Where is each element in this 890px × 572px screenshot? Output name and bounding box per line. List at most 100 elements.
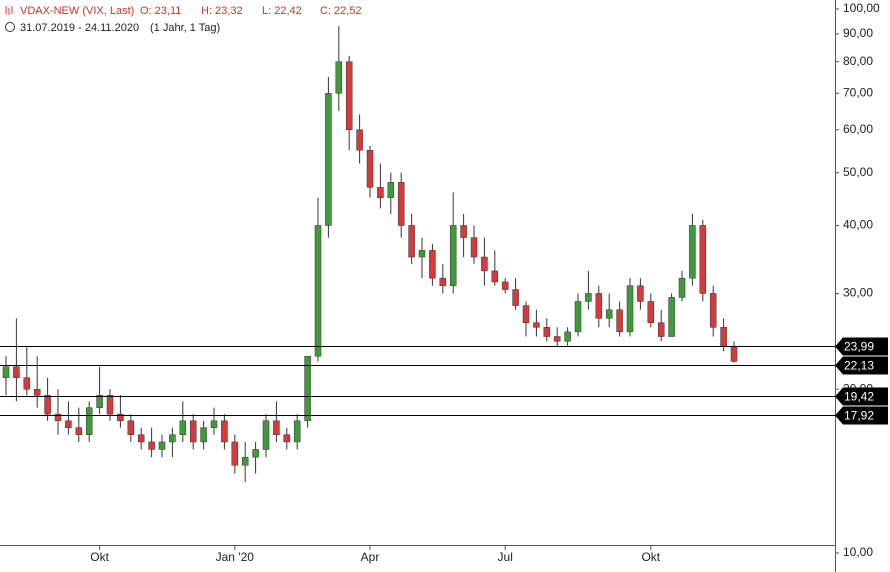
- period: (1 Jahr, 1 Tag): [150, 22, 220, 34]
- candle-body: [117, 413, 124, 422]
- candle-body: [553, 336, 561, 342]
- candle-body: [314, 225, 322, 357]
- candle-body: [44, 394, 51, 415]
- candle-body: [595, 293, 603, 319]
- candle-body: [720, 327, 727, 347]
- candle-body: [137, 434, 145, 443]
- candle-body: [491, 270, 499, 283]
- y-tick-label: 90,00: [843, 26, 873, 40]
- price-marker-label: 17,92: [844, 409, 874, 423]
- candle-body: [543, 327, 551, 337]
- y-tick-label: 40,00: [843, 218, 873, 232]
- candle-body: [148, 441, 155, 450]
- candle-body: [23, 377, 31, 390]
- candle-body: [699, 225, 707, 294]
- candle-body: [626, 285, 634, 333]
- candle-body: [179, 420, 187, 435]
- y-tick-label: 30,00: [843, 286, 873, 300]
- candle-body: [533, 322, 540, 328]
- candle-body: [96, 394, 103, 408]
- candle-body: [637, 285, 644, 302]
- candle-body: [200, 427, 207, 443]
- candle-body: [127, 420, 135, 435]
- candle-body: [65, 420, 72, 428]
- price-marker: [835, 356, 888, 375]
- candle-body: [13, 366, 20, 378]
- y-tick-label: 100,00: [843, 1, 880, 15]
- ohlc-high: H: 23,32: [201, 5, 243, 17]
- candle-body: [387, 182, 395, 198]
- ohlc-open: O: 23,11: [140, 5, 181, 17]
- candle-body: [449, 225, 457, 286]
- y-tick-label: 80,00: [843, 54, 873, 68]
- clock-icon: [5, 22, 15, 32]
- candle-body: [189, 420, 197, 443]
- candle-body: [106, 394, 114, 415]
- candle-body: [262, 420, 270, 450]
- candle-body: [221, 420, 228, 443]
- candle-body: [501, 281, 509, 290]
- candle-body: [283, 434, 291, 443]
- candle-body: [293, 420, 301, 443]
- candle-body: [397, 182, 405, 226]
- candle-body: [657, 322, 665, 337]
- candle-body: [460, 225, 467, 238]
- ohlc-low: L: 22,42: [262, 5, 302, 17]
- price-marker: [835, 387, 888, 406]
- candle-body: [210, 420, 218, 428]
- price-marker-label: 19,42: [844, 390, 874, 404]
- candle-body: [241, 456, 249, 466]
- candle-body: [75, 427, 83, 435]
- x-tick-label: Okt: [641, 550, 660, 564]
- candle-body: [345, 61, 353, 130]
- candle-body: [418, 250, 426, 258]
- candle-body: [158, 441, 166, 450]
- candle-body: [377, 187, 384, 198]
- candle-body: [273, 420, 280, 435]
- candle-body: [647, 301, 655, 324]
- candle-body: [231, 441, 239, 466]
- y-tick-label: 60,00: [843, 122, 873, 136]
- candle-body: [439, 277, 447, 286]
- candle-body: [408, 225, 415, 258]
- candle-body: [169, 434, 176, 443]
- candle-body: [574, 301, 582, 333]
- candle-body: [252, 449, 259, 458]
- candle-body: [325, 93, 332, 226]
- candle-body: [85, 407, 93, 435]
- candle-body: [564, 331, 571, 342]
- price-marker-label: 22,13: [844, 359, 874, 373]
- candle-body: [33, 388, 41, 396]
- candle-body: [585, 293, 592, 302]
- candle-body: [304, 355, 311, 422]
- y-tick-label: 50,00: [843, 165, 873, 179]
- candle-body: [2, 366, 10, 378]
- candle-body: [616, 309, 623, 333]
- ohlc-close: C: 22,52: [320, 5, 362, 17]
- x-tick-label: Jan '20: [216, 550, 255, 564]
- x-tick-label: Apr: [361, 550, 380, 564]
- y-tick-label: 70,00: [843, 85, 873, 99]
- candle-body: [689, 225, 696, 279]
- candle-body: [366, 149, 374, 188]
- candle-body: [730, 345, 738, 362]
- date-range: 31.07.2019 - 24.11.2020: [20, 22, 139, 34]
- candle-body: [512, 289, 519, 306]
- candle-body: [668, 297, 675, 337]
- candle-body: [678, 277, 686, 298]
- candle-body: [481, 256, 488, 272]
- candle-body: [429, 250, 436, 279]
- price-marker: [835, 406, 888, 425]
- candle-body: [709, 293, 717, 328]
- candle-body: [470, 237, 478, 258]
- y-tick-label: 10,00: [843, 545, 873, 559]
- price-marker-label: 23,99: [844, 340, 874, 354]
- candle-body: [522, 305, 530, 324]
- price-marker: [835, 337, 888, 356]
- x-tick-label: Jul: [498, 550, 513, 564]
- chart-icon: [5, 6, 13, 15]
- chart-title: VDAX-NEW (VIX, Last): [20, 5, 134, 17]
- candle-body: [54, 413, 62, 422]
